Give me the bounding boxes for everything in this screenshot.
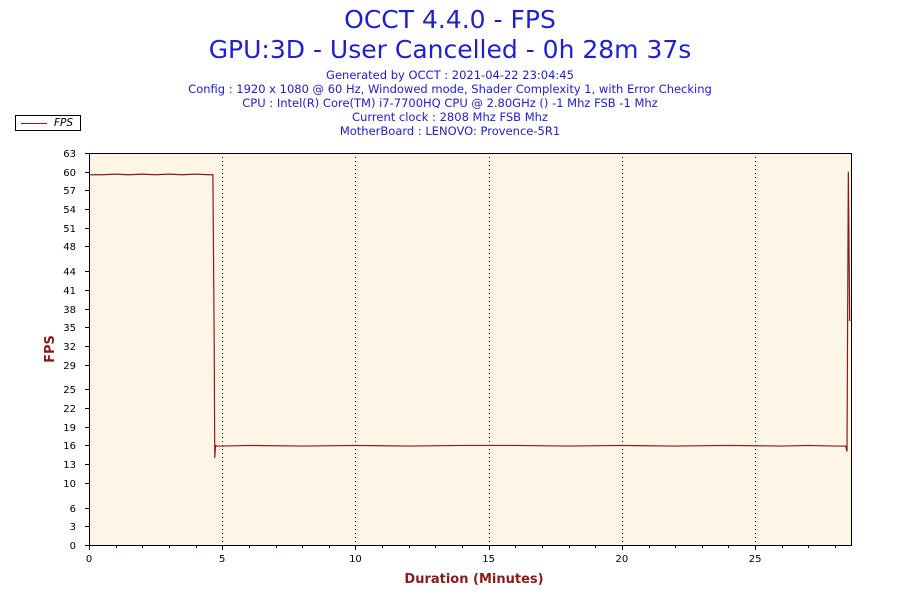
y-tick-label: 51 xyxy=(63,224,76,235)
legend-label-fps: FPS xyxy=(54,117,74,129)
x-tick-label: 5 xyxy=(219,554,225,565)
info-config: Config : 1920 x 1080 @ 60 Hz, Windowed m… xyxy=(188,82,712,96)
y-tick-label: 13 xyxy=(63,460,76,471)
chart-subtitle: GPU:3D - User Cancelled - 0h 28m 37s xyxy=(208,35,692,64)
y-tick-label: 16 xyxy=(63,441,76,452)
x-tick-label: 20 xyxy=(615,554,628,565)
y-tick-label: 57 xyxy=(63,186,76,197)
series-line-fps xyxy=(90,171,851,458)
info-motherboard: MotherBoard : LENOVO: Provence-5R1 xyxy=(339,124,561,138)
y-tick-label: 6 xyxy=(70,504,76,515)
y-tick-label: 48 xyxy=(63,242,76,253)
y-tick-label: 19 xyxy=(63,423,76,434)
x-tick-label: 25 xyxy=(749,554,762,565)
x-axis-label: Duration (Minutes) xyxy=(404,572,543,587)
y-tick-label: 60 xyxy=(63,168,76,179)
y-axis-label: FPS xyxy=(43,335,58,363)
info-cpu: CPU : Intel(R) Core(TM) i7-7700HQ CPU @ … xyxy=(242,96,658,110)
x-tick-label: 15 xyxy=(482,554,495,565)
y-tick-label: 54 xyxy=(63,205,76,216)
legend: FPS xyxy=(15,115,81,131)
y-tick-label: 32 xyxy=(63,342,76,353)
y-tick-label: 41 xyxy=(63,286,76,297)
y-tick-label: 0 xyxy=(70,541,76,552)
y-tick-label: 3 xyxy=(70,522,76,533)
plot-frame xyxy=(89,153,852,546)
info-generated: Generated by OCCT : 2021-04-22 23:04:45 xyxy=(326,68,574,82)
y-tick-label: 38 xyxy=(63,305,76,316)
y-tick-label: 25 xyxy=(63,385,76,396)
y-tick-label: 10 xyxy=(63,479,76,490)
x-tick-label: 10 xyxy=(349,554,362,565)
legend-swatch-fps xyxy=(21,123,47,124)
chart-title: OCCT 4.4.0 - FPS xyxy=(344,5,556,34)
x-tick-label: 0 xyxy=(86,554,92,565)
y-tick-label: 22 xyxy=(63,404,76,415)
y-tick-label: 44 xyxy=(63,267,76,278)
y-tick-label: 35 xyxy=(63,323,76,334)
info-clock: Current clock : 2808 Mhz FSB Mhz xyxy=(352,110,548,124)
plot-area xyxy=(89,153,851,545)
y-tick-label: 29 xyxy=(63,361,76,372)
y-tick-label: 63 xyxy=(63,149,76,160)
